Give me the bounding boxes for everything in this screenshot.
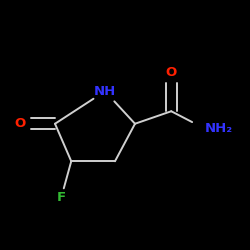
Text: NH: NH xyxy=(94,85,116,98)
Text: O: O xyxy=(166,66,177,79)
Text: NH₂: NH₂ xyxy=(205,122,233,135)
Text: O: O xyxy=(14,117,26,130)
Text: F: F xyxy=(57,191,66,204)
